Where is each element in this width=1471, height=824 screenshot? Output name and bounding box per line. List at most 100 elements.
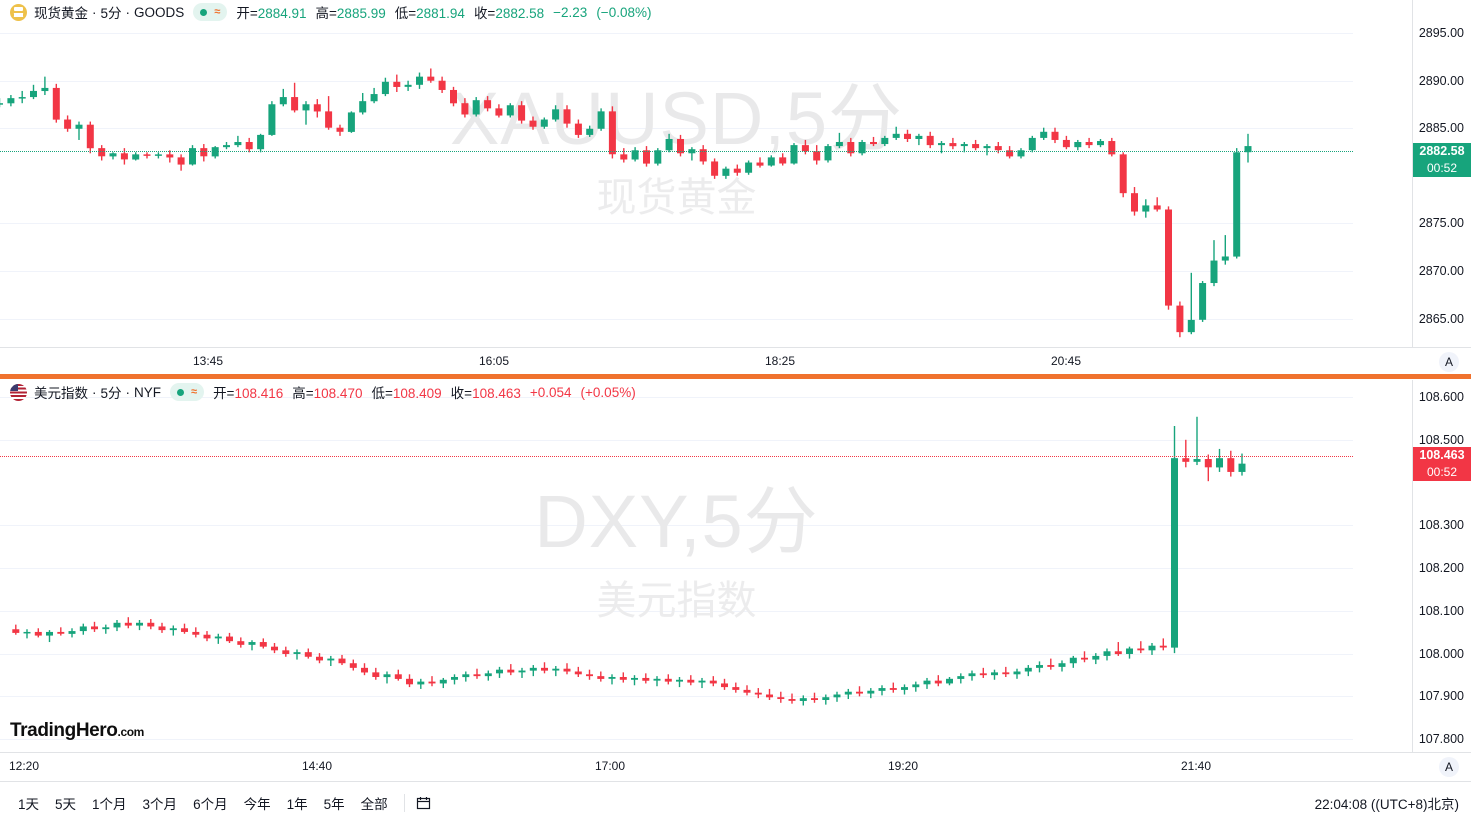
price-tick: 2870.00 [1418, 263, 1464, 278]
time-tick: 19:20 [887, 759, 919, 773]
close-value: 2882.58 [495, 6, 545, 21]
plot-area-xauusd[interactable]: XAUUSD,5分 现货黄金 [0, 0, 1412, 373]
current-price-tag[interactable]: 2882.58 00:52 [1413, 142, 1471, 177]
price-tick: 108.200 [1418, 561, 1464, 576]
gridline [0, 270, 1353, 272]
interval-label[interactable]: 5分 [100, 386, 122, 401]
logo-suffix: .com [117, 725, 145, 739]
price-tick: 2895.00 [1418, 26, 1464, 41]
auto-scale-button[interactable]: A [1439, 352, 1459, 372]
time-axis-xauusd[interactable]: A 13:45 16:05 18:25 20:45 [0, 347, 1471, 376]
price-tick: 108.100 [1418, 603, 1464, 618]
low-label: 低= [371, 386, 393, 401]
price-tick: 2885.00 [1418, 121, 1464, 136]
clock-label: 22:04:08 ((UTC+8)北京) [1314, 797, 1459, 812]
range-button-3[interactable]: 3个月 [142, 797, 178, 812]
gridline [0, 33, 1353, 35]
price-tick: 2890.00 [1418, 73, 1464, 88]
chart-pane-dxy: DXY,5分 美元指数 108.600 108.500 108.300 108.200… [0, 380, 1471, 780]
symbol-name[interactable]: 现货黄金 [34, 6, 88, 21]
range-button-2[interactable]: 1个月 [92, 797, 127, 812]
price-tick: 108.500 [1418, 432, 1464, 447]
gridline [0, 223, 1353, 225]
gridline [0, 80, 1353, 82]
range-button-1[interactable]: 5天 [55, 797, 77, 812]
time-tick: 13:45 [192, 354, 224, 368]
market-open-dot [177, 388, 185, 396]
open-label: 开= [213, 386, 235, 401]
ohlc-values: 开=2884.91 高=2885.99 低=2881.94 收=2882.58 … [236, 2, 660, 22]
chart-pane-xauusd: XAUUSD,5分 现货黄金 2895.00 2890.00 2885.00 2875… [0, 0, 1471, 373]
market-status-pill[interactable]: ≈ [170, 383, 205, 401]
time-axis-dxy[interactable]: A 12:20 14:40 17:00 19:20 21:40 [0, 752, 1471, 781]
current-price-tag[interactable]: 108.463 00:52 [1413, 447, 1471, 482]
low-value: 2881.94 [416, 6, 465, 21]
change-percent: (−0.08%) [596, 4, 652, 20]
pane-divider[interactable] [0, 374, 1471, 379]
plot-area-dxy[interactable]: DXY,5分 美元指数 [0, 380, 1412, 780]
separator: · [125, 384, 131, 400]
gridline [0, 696, 1353, 698]
price-tick: 2865.00 [1418, 311, 1464, 326]
symbol-name[interactable]: 美元指数 [34, 386, 88, 401]
interval-label[interactable]: 5分 [100, 6, 122, 21]
high-label: 高= [315, 6, 337, 21]
exchange-label: GOODS [134, 4, 185, 20]
candlestick-series-xauusd [0, 68, 1252, 338]
gold-icon [10, 3, 27, 21]
time-tick: 12:20 [8, 759, 40, 773]
time-tick: 16:05 [478, 354, 510, 368]
change-percent: (+0.05%) [580, 384, 636, 400]
low-label: 低= [394, 6, 417, 21]
high-value: 2885.99 [336, 6, 386, 21]
legend-dxy[interactable]: 美元指数 · 5分 · NYF ≈ 开=108.416 高=108.470 低=… [10, 382, 645, 402]
bar-countdown: 00:52 [1426, 160, 1458, 175]
high-label: 高= [292, 386, 314, 401]
price-tick: 108.300 [1418, 518, 1464, 533]
separator: · [92, 4, 97, 20]
time-range-buttons: 1天 5天 1个月 3个月 6个月 今年 1年 5年 全部 [0, 789, 396, 817]
ohlc-values: 开=108.416 高=108.470 低=108.409 收=108.463 … [213, 382, 645, 402]
gridline [0, 610, 1353, 612]
close-label: 收= [473, 6, 496, 21]
candlestick-series-dxy [12, 416, 1246, 706]
change-value: +0.054 [529, 384, 572, 400]
current-price-value: 2882.58 [1419, 143, 1465, 158]
time-tick: 21:40 [1180, 759, 1212, 773]
time-tick: 20:45 [1050, 354, 1082, 368]
wave-icon: ≈ [191, 385, 198, 398]
range-button-8[interactable]: 全部 [360, 797, 388, 812]
bar-countdown: 00:52 [1426, 465, 1458, 480]
gridline [0, 128, 1353, 130]
bottom-toolbar: 1天 5天 1个月 3个月 6个月 今年 1年 5年 全部 22:04:08 ((UTC+8)北… [0, 781, 1471, 824]
price-tick: 108.000 [1418, 646, 1464, 661]
auto-scale-button[interactable]: A [1439, 757, 1459, 777]
range-button-4[interactable]: 6个月 [193, 797, 228, 812]
gridline [0, 397, 1353, 399]
current-price-line-dxy [0, 455, 1353, 457]
gridline [0, 439, 1353, 441]
wave-icon: ≈ [214, 5, 221, 18]
current-price-line-xauusd [0, 151, 1353, 153]
open-value: 2884.91 [257, 6, 307, 21]
open-label: 开= [236, 6, 258, 21]
range-button-6[interactable]: 1年 [286, 797, 308, 812]
open-value: 108.416 [234, 386, 284, 401]
market-open-dot [200, 8, 208, 16]
price-axis-xauusd[interactable]: 2895.00 2890.00 2885.00 2875.00 2870.00 2865.… [1412, 0, 1471, 373]
gridline [0, 318, 1353, 320]
toolbar-divider [403, 794, 405, 812]
change-value: −2.23 [553, 4, 588, 20]
current-price-value: 108.463 [1419, 448, 1465, 463]
legend-xauusd[interactable]: 现货黄金 · 5分 · GOODS ≈ 开=2884.91 高=2885.99 … [10, 2, 660, 22]
price-axis-dxy[interactable]: 108.600 108.500 108.300 108.200 108.100 108.0… [1412, 380, 1471, 780]
range-button-0[interactable]: 1天 [18, 797, 40, 812]
time-tick: 17:00 [594, 759, 626, 773]
close-value: 108.463 [472, 386, 521, 401]
calendar-icon[interactable] [415, 795, 432, 812]
range-button-5[interactable]: 今年 [243, 797, 271, 812]
separator: · [92, 384, 97, 400]
market-status-pill[interactable]: ≈ [193, 3, 228, 21]
price-tick: 2875.00 [1418, 216, 1464, 231]
range-button-7[interactable]: 5年 [323, 797, 345, 812]
